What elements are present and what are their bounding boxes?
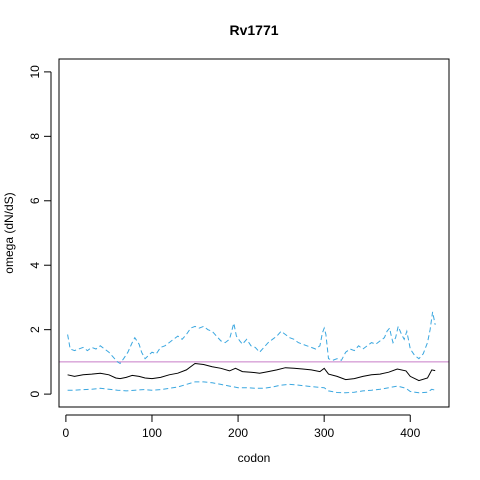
x-tick-label: 400 — [400, 426, 420, 440]
series-line-upper-bound — [67, 311, 436, 365]
plot-frame — [58, 58, 450, 408]
chart-title: Rv1771 — [229, 22, 278, 38]
x-axis-label: codon — [238, 451, 271, 465]
y-tick-label: 4 — [28, 262, 42, 269]
axes: 0 100 200 300 400 0 2 4 6 8 10 — [28, 58, 450, 440]
x-tick-label: 300 — [314, 426, 334, 440]
x-tick-label: 0 — [63, 426, 70, 440]
series-line-mean — [67, 362, 436, 382]
series-line-lower-bound — [67, 381, 436, 394]
y-tick-label: 8 — [28, 133, 42, 140]
y-tick-label: 0 — [28, 390, 42, 397]
plot-area — [59, 311, 449, 394]
x-tick-label: 200 — [228, 426, 248, 440]
y-axis-label: omega (dN/dS) — [2, 192, 16, 273]
x-tick-label: 100 — [142, 426, 162, 440]
y-tick-label: 10 — [28, 65, 42, 79]
y-tick-label: 2 — [28, 326, 42, 333]
y-tick-label: 6 — [28, 197, 42, 204]
